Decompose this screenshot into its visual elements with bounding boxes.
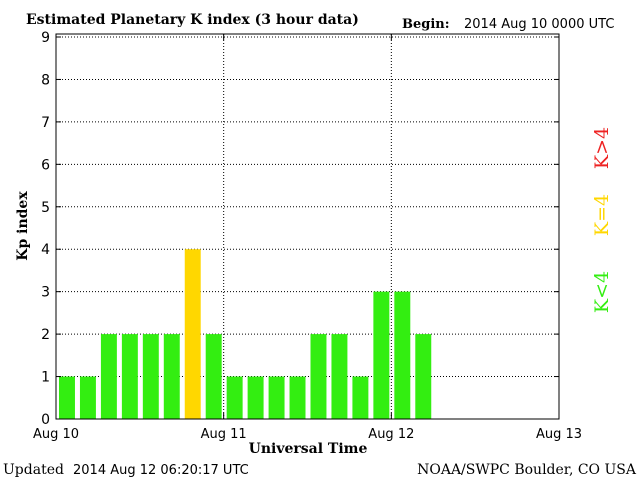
legend-mid: K=4 xyxy=(591,194,613,236)
y-tick-label: 3 xyxy=(41,285,50,301)
legend-high: K>4 xyxy=(591,127,613,169)
y-tick-label: 5 xyxy=(41,200,50,216)
y-tick-label: 4 xyxy=(41,242,50,258)
kp-bar xyxy=(331,334,348,419)
updated-value: 2014 Aug 12 06:20:17 UTC xyxy=(73,463,249,478)
kp-bar xyxy=(415,334,432,419)
kp-bar xyxy=(394,291,411,419)
begin-label: Begin: xyxy=(402,17,450,32)
kp-bar xyxy=(59,376,75,419)
source-credit: NOAA/SWPC Boulder, CO USA xyxy=(417,462,637,478)
y-axis: 0 1 2 3 4 5 6 7 8 9 xyxy=(41,30,559,428)
y-tick-label: 7 xyxy=(41,115,50,131)
grid-lines xyxy=(56,34,559,419)
kp-bar xyxy=(79,376,96,419)
x-axis-label: Universal Time xyxy=(249,441,368,457)
y-tick-label: 2 xyxy=(41,327,50,343)
x-tick-label: Aug 10 xyxy=(33,427,79,442)
kp-bar xyxy=(289,376,306,419)
x-tick-label: Aug 12 xyxy=(368,427,414,442)
kp-bar xyxy=(163,334,180,419)
y-tick-label: 8 xyxy=(41,72,50,88)
kp-bar xyxy=(247,376,264,419)
chart-title: Estimated Planetary K index (3 hour data… xyxy=(26,12,359,28)
y-tick-label: 0 xyxy=(41,412,50,428)
kp-bar xyxy=(121,334,138,419)
kp-bar xyxy=(184,249,201,419)
kp-bar xyxy=(226,376,243,419)
y-tick-label: 6 xyxy=(41,157,50,173)
kp-bar xyxy=(100,334,117,419)
begin-value: 2014 Aug 10 0000 UTC xyxy=(464,17,614,32)
x-tick-label: Aug 13 xyxy=(536,427,582,442)
kp-bar xyxy=(352,376,369,419)
kp-bar xyxy=(310,334,327,419)
kp-bar xyxy=(373,291,390,419)
bars xyxy=(59,249,432,419)
kp-bar xyxy=(268,376,285,419)
legend-low: K<4 xyxy=(591,271,613,313)
kp-bar xyxy=(205,334,222,419)
x-axis: Aug 10 Aug 11 Aug 12 Aug 13 xyxy=(33,34,582,442)
y-tick-label: 1 xyxy=(41,370,50,386)
y-axis-label: Kp index xyxy=(15,191,31,261)
kp-bar xyxy=(142,334,159,419)
x-tick-label: Aug 11 xyxy=(201,427,247,442)
updated-label: Updated xyxy=(3,462,64,478)
plot-frame xyxy=(55,33,560,420)
y-tick-label: 9 xyxy=(41,30,50,46)
